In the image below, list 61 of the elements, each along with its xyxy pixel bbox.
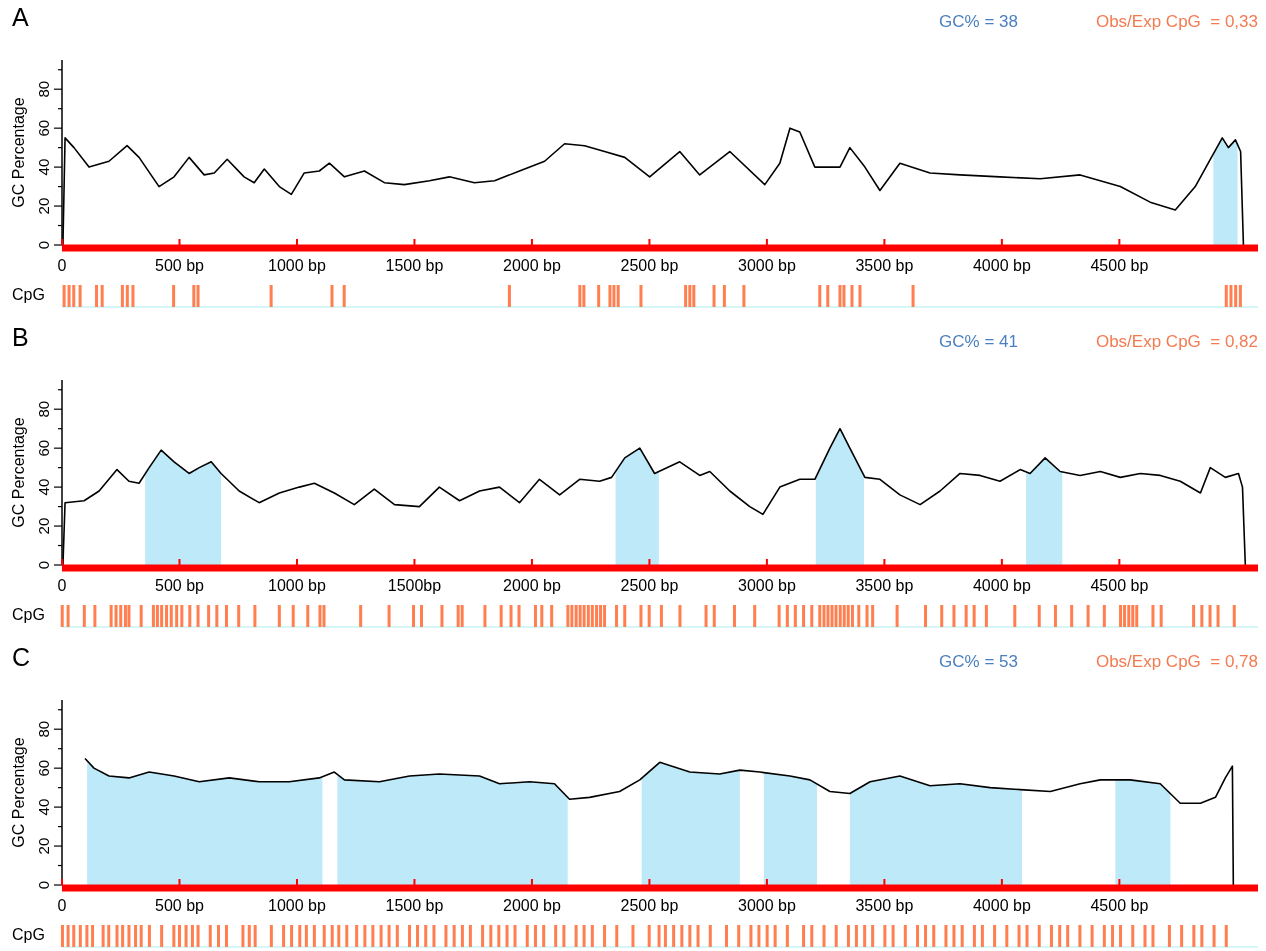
- y-axis-title: GC Percentage: [10, 417, 27, 528]
- text: GC% = 38: [939, 12, 1018, 31]
- y-axis-title: CpG: [12, 286, 45, 303]
- y-tick-label: 40: [35, 158, 52, 176]
- y-tick-label: 20: [35, 197, 52, 215]
- x-tick-label: 3000 bp: [737, 577, 796, 594]
- y-tick-label: 80: [35, 400, 52, 418]
- y-tick-label: 0: [35, 560, 52, 570]
- y-axis-title: CpG: [12, 606, 45, 623]
- x-tick-label: 500 bp: [155, 257, 205, 274]
- y-axis-title: GC Percentage: [10, 737, 27, 848]
- x-tick-label: 2000 bp: [503, 257, 561, 274]
- y-tick-label: 0: [35, 880, 52, 890]
- x-tick-label: 1500 bp: [385, 257, 444, 274]
- x-tick-label: 3500 bp: [855, 577, 914, 594]
- x-tick-label: 2500 bp: [620, 577, 679, 594]
- y-tick-label: 80: [35, 720, 52, 738]
- text: GC% = 41: [939, 332, 1018, 351]
- x-tick-label: 4000 bp: [972, 257, 1031, 274]
- y-tick-label: 0: [35, 240, 52, 250]
- text: Obs/Exp CpG = 0,33: [1095, 12, 1258, 31]
- text: Obs/Exp CpG = 0,78: [1095, 652, 1258, 671]
- text: GC% = 53: [939, 652, 1018, 671]
- y-axis-title: GC Percentage: [10, 97, 27, 208]
- y-tick-label: 20: [35, 837, 52, 855]
- y-tick-label: 20: [35, 517, 52, 535]
- x-tick-label: 4500 bp: [1090, 577, 1149, 594]
- x-tick-label: 0: [57, 897, 67, 914]
- x-tick-label: 1500bp: [387, 577, 442, 594]
- y-tick-label: 60: [35, 759, 52, 777]
- y-tick-label: 40: [35, 478, 52, 496]
- y-tick-label: 80: [35, 80, 52, 98]
- x-tick-label: 3000 bp: [737, 257, 796, 274]
- x-tick-label: 500 bp: [155, 577, 205, 594]
- y-tick-label: 60: [35, 439, 52, 457]
- y-tick-label: 40: [35, 798, 52, 816]
- x-tick-label: 3500 bp: [855, 897, 914, 914]
- x-tick-label: 0: [57, 257, 67, 274]
- y-axis-title: CpG: [12, 926, 45, 943]
- chart-title: A: [12, 3, 29, 31]
- x-tick-label: 3000 bp: [737, 897, 796, 914]
- x-tick-label: 1000 bp: [268, 257, 326, 274]
- x-tick-label: 500 bp: [155, 897, 205, 914]
- x-tick-label: 2000 bp: [503, 577, 561, 594]
- x-tick-label: 4000 bp: [972, 897, 1031, 914]
- x-tick-label: 3500 bp: [855, 257, 914, 274]
- text: Obs/Exp CpG = 0,82: [1095, 332, 1258, 351]
- x-tick-label: 4000 bp: [972, 577, 1031, 594]
- x-tick-label: 0: [57, 577, 67, 594]
- x-tick-label: 1500 bp: [385, 897, 444, 914]
- chart-title: B: [12, 323, 29, 351]
- x-tick-label: 2500 bp: [620, 897, 679, 914]
- x-tick-label: 2000 bp: [503, 897, 561, 914]
- x-tick-label: 1000 bp: [268, 577, 326, 594]
- x-tick-label: 1000 bp: [268, 897, 326, 914]
- x-tick-label: 4500 bp: [1090, 897, 1149, 914]
- y-tick-label: 60: [35, 119, 52, 137]
- line-series: [84, 757, 1235, 886]
- x-tick-label: 4500 bp: [1090, 257, 1149, 274]
- x-tick-label: 2500 bp: [620, 257, 679, 274]
- chart-title: C: [12, 643, 31, 671]
